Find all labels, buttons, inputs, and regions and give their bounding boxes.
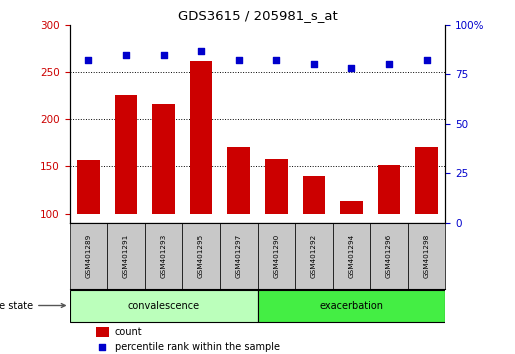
Bar: [258, 290, 445, 322]
Bar: [295, 223, 333, 289]
Bar: [416, 148, 438, 213]
Text: convalescence: convalescence: [127, 301, 200, 310]
Text: GSM401295: GSM401295: [198, 234, 204, 278]
Text: disease state: disease state: [0, 301, 65, 310]
Text: GSM401298: GSM401298: [424, 234, 430, 278]
Bar: [378, 165, 400, 213]
Text: GSM401293: GSM401293: [161, 234, 166, 278]
Bar: [333, 223, 370, 289]
Point: [122, 52, 130, 57]
Bar: [182, 223, 220, 289]
Point: [235, 58, 243, 63]
Bar: [77, 160, 99, 213]
Bar: [115, 95, 137, 213]
Bar: [228, 147, 250, 213]
Point: [160, 52, 168, 57]
Bar: [370, 223, 408, 289]
Point: [272, 58, 280, 63]
Bar: [70, 223, 107, 289]
Text: percentile rank within the sample: percentile rank within the sample: [115, 342, 280, 352]
Text: GSM401297: GSM401297: [236, 234, 242, 278]
Point: [197, 48, 205, 53]
Point: [84, 58, 93, 63]
Bar: [265, 159, 287, 213]
Text: GSM401289: GSM401289: [85, 234, 91, 278]
Bar: [340, 201, 363, 213]
Bar: [152, 104, 175, 213]
Text: GSM401294: GSM401294: [349, 234, 354, 278]
Bar: [190, 61, 212, 213]
Text: GSM401292: GSM401292: [311, 234, 317, 278]
Bar: [70, 290, 258, 322]
Text: GSM401296: GSM401296: [386, 234, 392, 278]
Bar: [303, 176, 325, 213]
Bar: [145, 223, 182, 289]
Bar: [220, 223, 258, 289]
Point: [385, 62, 393, 67]
Point: [423, 58, 431, 63]
Point: [98, 344, 107, 350]
Bar: [107, 223, 145, 289]
Point: [310, 62, 318, 67]
Text: GSM401291: GSM401291: [123, 234, 129, 278]
Title: GDS3615 / 205981_s_at: GDS3615 / 205981_s_at: [178, 9, 337, 22]
Text: count: count: [115, 327, 142, 337]
Point: [347, 65, 355, 71]
Bar: [96, 327, 109, 337]
Bar: [258, 223, 295, 289]
Text: exacerbation: exacerbation: [319, 301, 384, 310]
Bar: [408, 223, 445, 289]
Text: GSM401290: GSM401290: [273, 234, 279, 278]
